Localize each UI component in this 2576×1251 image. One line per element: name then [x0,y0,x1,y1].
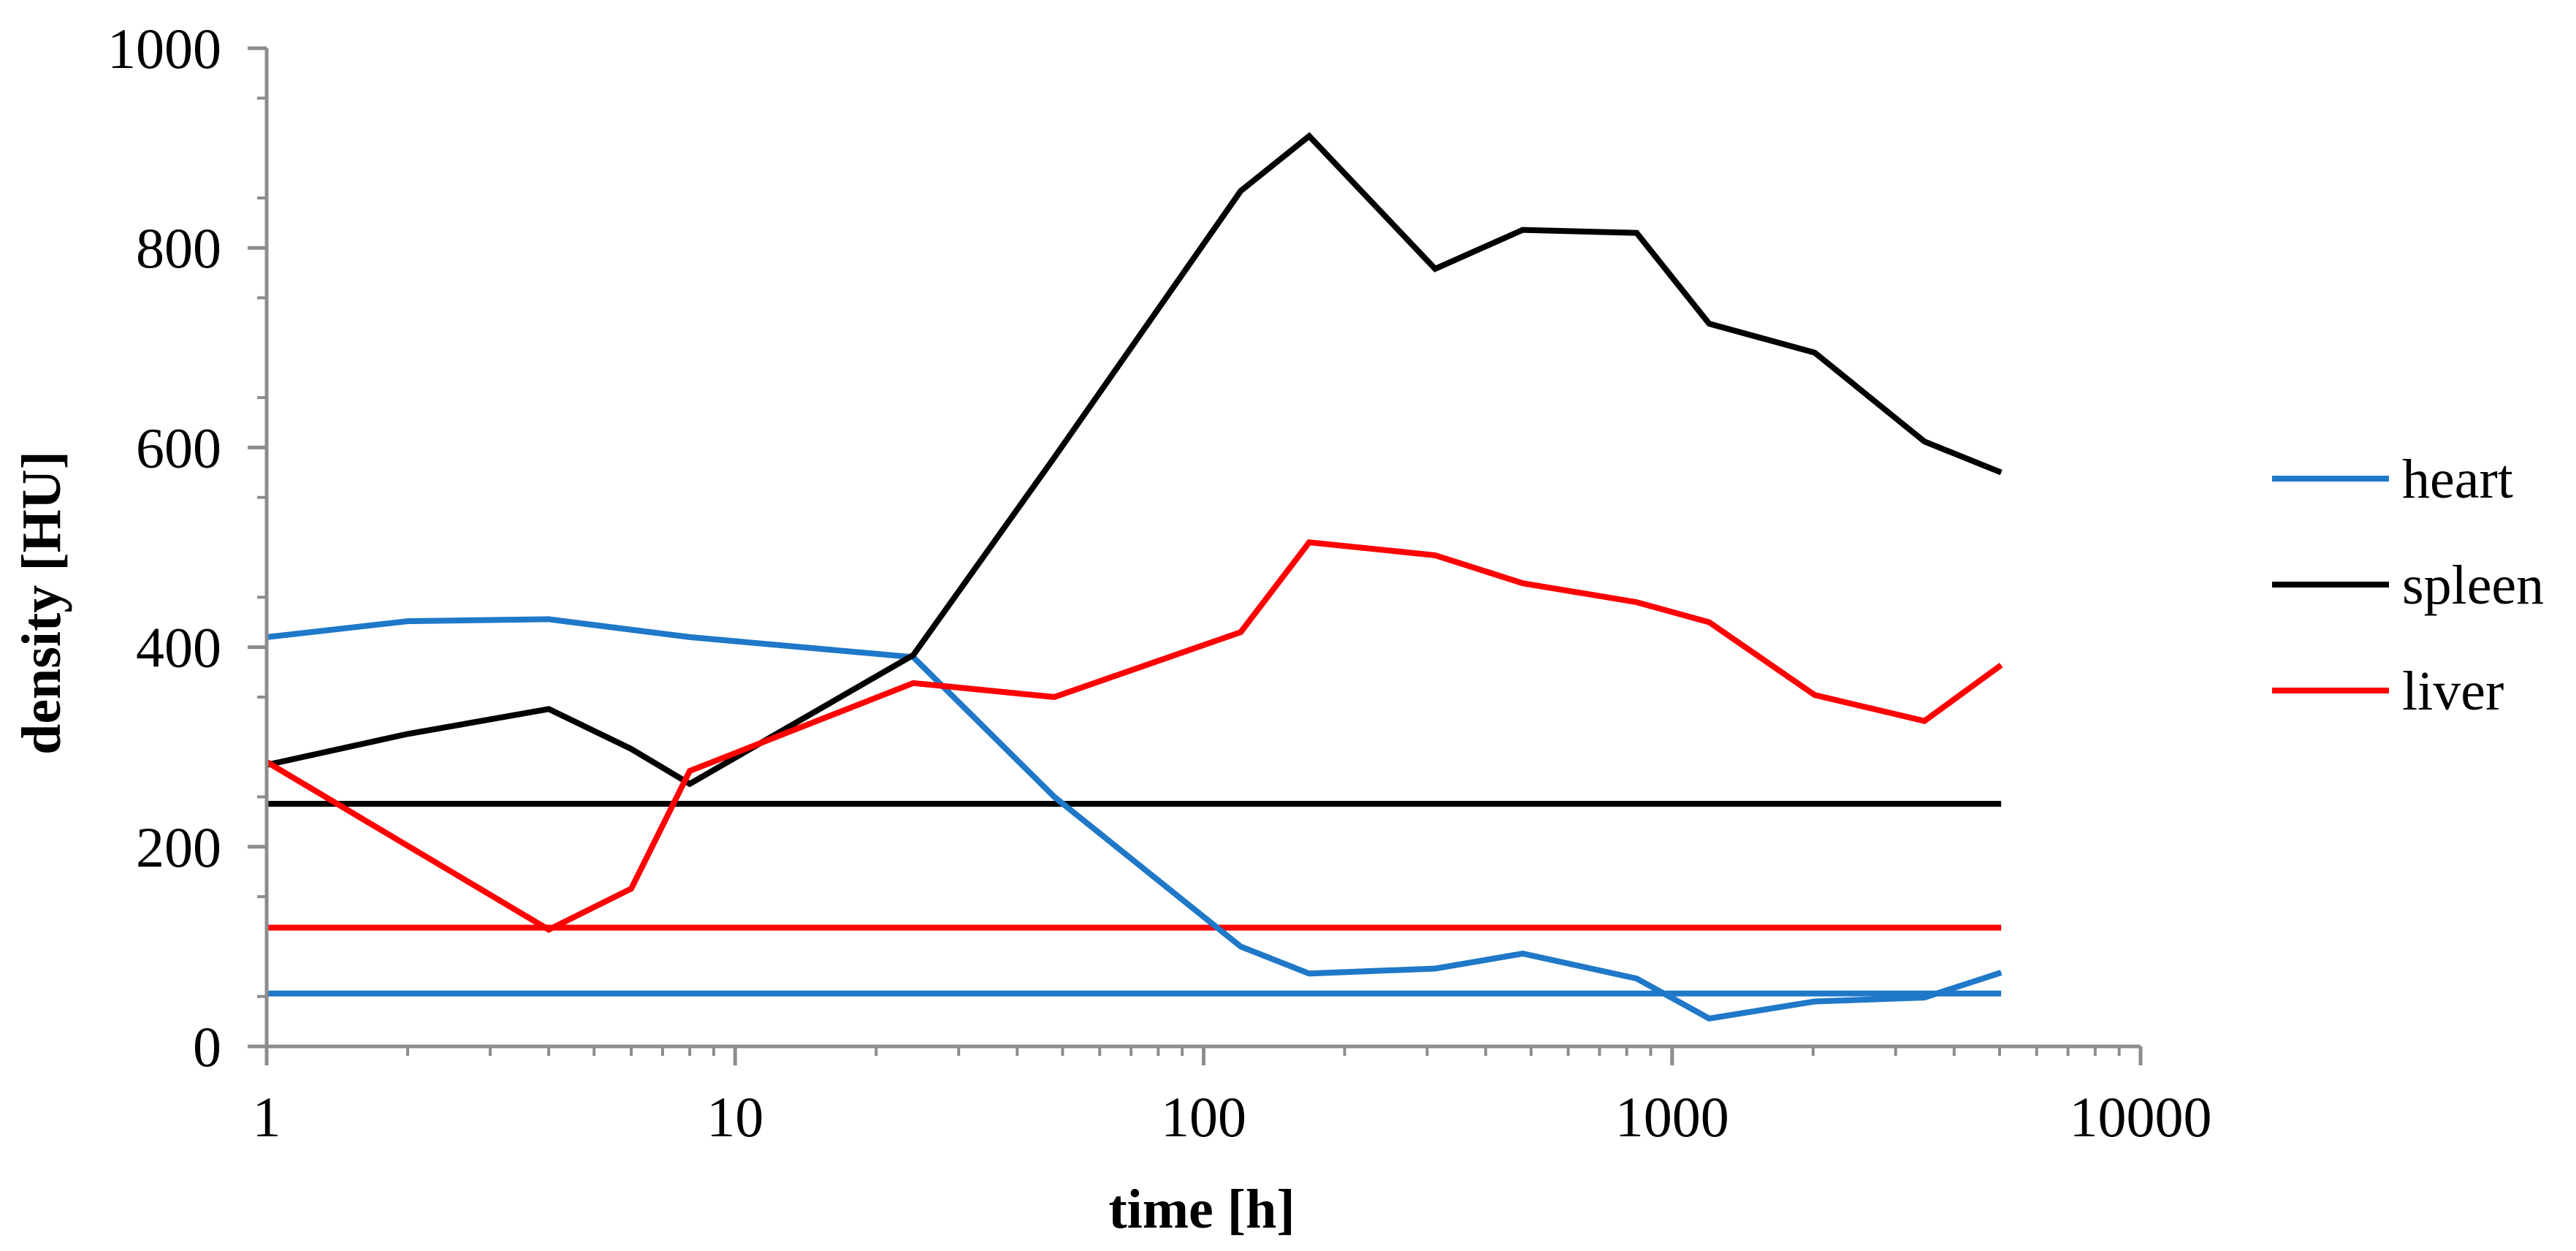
data-point-spleen [1924,441,1925,442]
series-line-spleen [266,132,2003,788]
y-tick-label: 400 [136,616,221,680]
legend-item-liver: liver [2272,661,2504,722]
data-point-heart [1636,978,1637,979]
legend-label-spleen: spleen [2402,555,2544,616]
data-point-heart [1434,967,1436,969]
x-tick-label: 100 [1161,1085,1246,1149]
data-point-heart [1308,973,1310,974]
legend-item-spleen: spleen [2272,555,2544,616]
data-point-liver [1308,541,1310,543]
data-point-liver [1053,696,1055,698]
data-point-liver [1924,720,1925,722]
data-point-spleen [1636,232,1637,234]
x-tick-label: 10 [706,1085,763,1149]
data-point-heart [1053,796,1055,797]
legend-label-heart: heart [2402,449,2513,510]
y-tick-label: 800 [136,216,221,280]
data-point-heart [2000,972,2002,973]
y-axis-title: density [HU] [11,451,72,755]
data-point-spleen [2000,472,2002,474]
data-point-spleen [630,748,632,750]
data-point-spleen [1434,268,1436,270]
data-point-spleen [1308,135,1310,137]
data-point-heart [1709,1018,1710,1019]
data-point-liver [1636,601,1637,603]
y-tick-label: 0 [193,1015,221,1079]
data-point-spleen [1053,457,1055,458]
x-tick-label: 1000 [1615,1085,1729,1149]
x-tick-label: 1 [253,1085,281,1149]
ticks-layer: 0 200 400 600 800 1000 1 10 100 1000 10000 [107,17,2212,1149]
x-axis-title: time [h] [1108,1179,1295,1240]
y-tick-label: 1000 [107,17,221,80]
legend-item-heart: heart [2272,449,2513,510]
y-tick-label: 600 [136,416,221,479]
data-point-liver [2000,664,2002,666]
legend-label-liver: liver [2402,661,2504,722]
x-tick-label: 10000 [2070,1085,2212,1149]
legend: heart spleen liver [2272,449,2544,722]
y-tick-label: 200 [136,815,221,879]
data-point-liver [912,682,914,684]
series-layer [264,132,2003,1022]
data-point-liver [1709,621,1710,623]
data-point-heart [1924,997,1925,998]
